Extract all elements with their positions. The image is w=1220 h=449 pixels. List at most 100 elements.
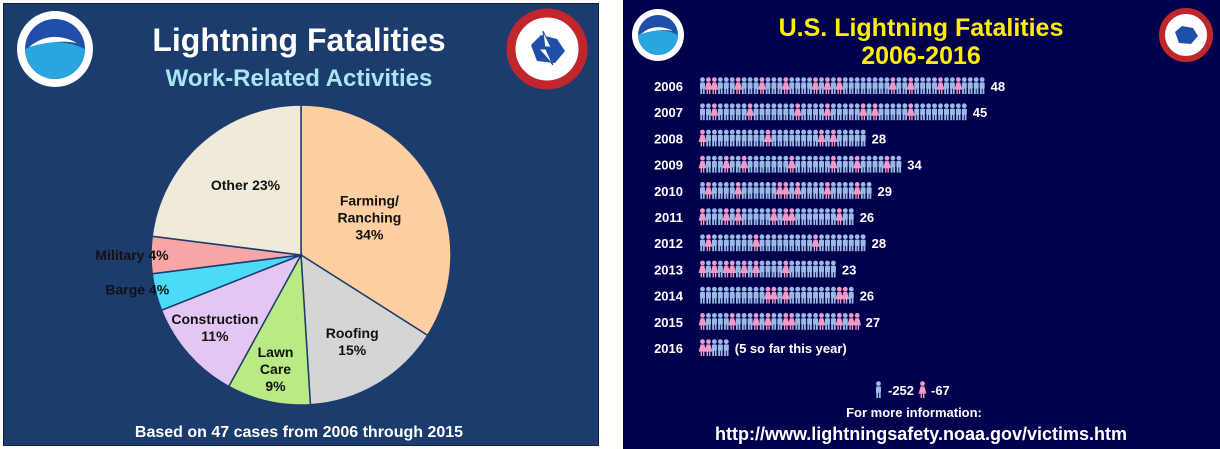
male-person-icon-2015-13	[777, 313, 783, 330]
chart-title-line2: 2006-2016	[861, 42, 981, 70]
male-person-icon-2014-5	[729, 286, 735, 304]
male-person-icon-2006-15	[789, 77, 795, 94]
male-person-icon-2008-23	[836, 129, 842, 147]
male-person-icon-2012-17	[801, 234, 807, 252]
male-person-icon-2008-27	[860, 129, 866, 147]
male-person-icon-2009-3	[717, 155, 723, 173]
male-person-icon-2007-14	[783, 103, 789, 121]
female-person-icon-2007-2	[710, 103, 719, 121]
value-label-2006: 48	[991, 79, 1005, 94]
male-person-icon-2009-8	[747, 155, 753, 173]
male-person-icon-2009-23	[836, 155, 842, 173]
male-person-icon	[876, 381, 881, 398]
male-person-icon-2014-4	[723, 286, 729, 304]
female-person-icon-2014-24	[841, 286, 850, 304]
male-person-icon-2007-34	[902, 103, 908, 121]
male-person-icon-2014-25	[848, 286, 854, 304]
male-person-icon-2009-17	[801, 155, 807, 173]
male-person-icon-2007-20	[819, 103, 824, 121]
male-person-icon-2009-29	[872, 155, 878, 173]
male-person-icon-2006-27	[860, 77, 866, 94]
male-person-icon-2006-18	[807, 77, 813, 94]
male-person-icon-2012-2	[711, 234, 717, 252]
male-person-icon-2008-1	[705, 129, 711, 147]
national-weather-service-logo	[1159, 8, 1213, 62]
male-person-icon-2011-16	[795, 208, 801, 225]
pie-label-5-0: Military 4%	[95, 247, 169, 263]
male-person-icon-2007-17	[801, 103, 807, 121]
female-person-icon-2010-26	[853, 182, 862, 199]
value-label-2007: 45	[973, 105, 987, 120]
female-person-icon-2008-20	[817, 129, 826, 147]
male-person-icon-2013-13	[777, 260, 783, 278]
male-person-icon-2009-12	[771, 155, 777, 173]
female-person-icon-2009-4	[722, 155, 731, 173]
legend-male-total: -252	[888, 383, 914, 398]
male-person-icon-2007-1	[705, 103, 711, 121]
male-person-icon-2007-26	[854, 103, 860, 121]
female-person-icon-2010-16	[793, 182, 802, 199]
female-person-icon-2016-1	[704, 339, 713, 356]
pie-label-3-0: Construction	[171, 311, 258, 327]
male-person-icon-2011-11	[765, 208, 771, 225]
male-person-icon-2015-4	[723, 313, 729, 330]
male-person-icon-2012-15	[789, 234, 795, 252]
male-person-icon-2015-12	[771, 313, 777, 330]
male-person-icon-2013-8	[747, 260, 753, 278]
female-person-icon-2010-6	[734, 182, 743, 199]
male-person-icon-2013-17	[801, 260, 807, 278]
male-person-icon-2015-24	[842, 313, 848, 330]
chart-subtitle: Work-Related Activities	[166, 65, 433, 92]
male-person-icon-2014-13	[777, 286, 783, 304]
female-person-icon-2006-19	[811, 77, 820, 94]
more-info-label: For more information:	[846, 405, 982, 420]
male-person-icon-2007-19	[813, 103, 819, 121]
male-person-icon-2009-19	[813, 155, 819, 173]
pie-slice-1	[300, 253, 429, 406]
value-label-2013: 23	[842, 262, 856, 277]
male-person-icon-2009-25	[848, 155, 854, 173]
male-person-icon-2014-19	[813, 286, 819, 304]
male-person-icon-2013-10	[759, 260, 765, 278]
female-person-icon-2013-14	[781, 260, 790, 278]
male-person-icon-2007-18	[807, 103, 813, 121]
female-person-icon-2011-4	[722, 208, 731, 225]
male-person-icon-2006-30	[878, 77, 884, 94]
male-person-icon-2008-13	[777, 129, 783, 147]
male-person-icon-2006-5	[729, 77, 735, 94]
male-person-icon-2007-44	[961, 103, 967, 121]
male-person-icon-2014-9	[753, 286, 759, 304]
male-person-icon-2010-28	[866, 182, 872, 199]
male-person-icon-2009-6	[735, 155, 741, 173]
male-person-icon-2006-0	[700, 77, 705, 94]
value-label-2008: 28	[872, 131, 886, 146]
male-person-icon-2014-1	[705, 286, 711, 304]
male-person-icon-2006-22	[830, 77, 836, 94]
pie-slice-6	[151, 104, 302, 256]
male-person-icon-2010-2	[711, 182, 717, 199]
national-weather-service-logo	[506, 8, 588, 90]
female-person-icon-2009-31	[883, 155, 891, 173]
male-person-icon-2014-22	[830, 286, 836, 304]
male-person-icon-2010-20	[819, 182, 824, 199]
female-person-icon-2015-5	[728, 313, 737, 330]
value-label-2010: 29	[878, 184, 892, 199]
male-person-icon-2013-19	[813, 260, 819, 278]
male-person-icon-2006-29	[872, 77, 878, 94]
male-person-icon-2007-10	[759, 103, 765, 121]
female-person-icon-2015-9	[752, 313, 760, 330]
male-person-icon-2008-10	[759, 129, 765, 147]
male-person-icon-2007-42	[949, 103, 955, 121]
male-person-icon-2009-2	[711, 155, 717, 173]
female-person-icon-2012-19	[811, 234, 820, 252]
male-person-icon-2006-42	[949, 77, 955, 94]
male-person-icon-2006-4	[723, 77, 729, 94]
male-person-icon-2006-16	[795, 77, 801, 94]
male-person-icon-2013-3	[717, 260, 723, 278]
male-person-icon-2010-23	[836, 182, 842, 199]
male-person-icon-2006-38	[926, 77, 932, 94]
male-person-icon-2014-7	[741, 286, 747, 304]
male-person-icon-2010-12	[771, 182, 777, 199]
male-person-icon-2011-25	[848, 208, 854, 225]
male-person-icon-2008-4	[723, 129, 729, 147]
